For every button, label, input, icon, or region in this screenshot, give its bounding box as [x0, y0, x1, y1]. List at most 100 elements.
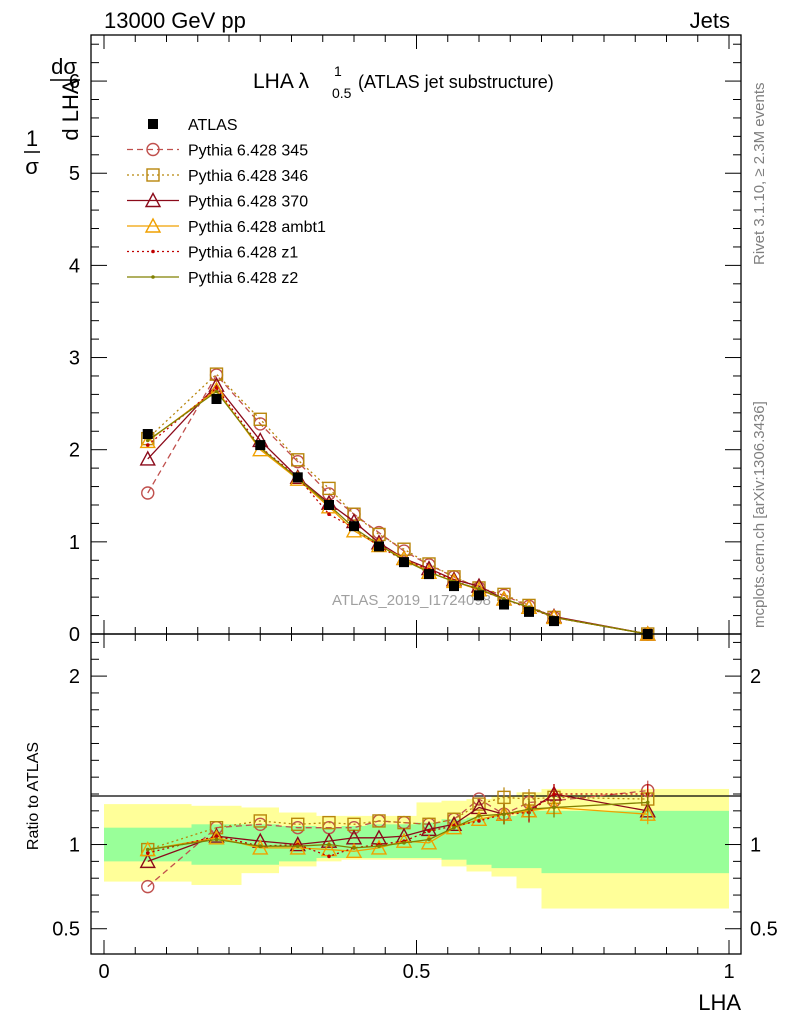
main-ytick-label: 4	[69, 255, 80, 277]
svg-text:0.5: 0.5	[332, 85, 352, 101]
square-marker	[322, 815, 336, 830]
triangle-marker	[420, 834, 438, 850]
atlas-data-point	[142, 429, 153, 440]
triangle-marker	[395, 832, 413, 848]
ratio-ylabel: Ratio to ATLAS	[25, 742, 42, 850]
ratio-ytick-label: 1	[69, 835, 80, 857]
triangle-marker	[639, 805, 656, 821]
square-marker	[209, 367, 224, 381]
legend-label: Pythia 6.428 346	[188, 168, 308, 185]
main-ytick-label: 2	[69, 440, 80, 462]
dot-marker	[402, 841, 406, 845]
triangle-marker	[370, 839, 388, 855]
square-marker	[372, 527, 386, 542]
triangle-marker	[252, 839, 269, 855]
x-axis-label: LHA	[698, 990, 741, 1015]
svg-text:σ: σ	[25, 154, 39, 179]
svg-text:LHA λ: LHA λ	[253, 70, 310, 93]
triangle-marker	[470, 810, 488, 826]
dot-marker	[295, 844, 300, 849]
atlas-data-point	[148, 119, 158, 129]
legend-entry: Pythia 6.428 345	[127, 143, 308, 160]
square-marker	[291, 817, 305, 832]
analysis-watermark: ATLAS_2019_I1724098	[332, 592, 491, 609]
dot-marker	[477, 587, 481, 591]
dot-marker	[427, 837, 431, 842]
ratio-series-5	[145, 792, 650, 852]
ratio-xtick-label: 1	[723, 961, 734, 983]
dot-marker	[145, 443, 150, 447]
dot-marker	[352, 846, 356, 850]
atlas-data-point	[211, 394, 222, 405]
svg-text:d LHA: d LHA	[58, 79, 83, 140]
legend-label: Pythia 6.428 345	[188, 143, 308, 160]
legend-entry: Pythia 6.428 370	[127, 192, 308, 211]
dot-marker	[214, 834, 219, 838]
square-marker	[146, 168, 160, 182]
triangle-marker	[445, 819, 463, 835]
atlas-data-point	[449, 581, 459, 592]
atlas-data-point	[524, 606, 534, 617]
dot-marker	[214, 837, 219, 842]
atlas-data-point	[424, 569, 434, 580]
ratio-xtick-label: 0	[98, 961, 109, 983]
dot-marker	[327, 854, 331, 859]
triangle-marker	[208, 827, 225, 843]
legend-entry: Pythia 6.428 z2	[127, 270, 298, 287]
dot-marker	[214, 389, 219, 394]
ratio-ytick-label: 2	[69, 666, 80, 688]
atlas-data-point	[349, 521, 359, 532]
dot-marker	[527, 807, 531, 811]
atlas-data-point	[499, 599, 509, 610]
triangle-marker	[320, 832, 338, 848]
rivet-label: Rivet 3.1.10, ≥ 2.3M events	[751, 83, 768, 266]
svg-text:1: 1	[334, 63, 342, 79]
square-marker	[347, 507, 361, 521]
legend-label: Pythia 6.428 ambt1	[188, 219, 326, 236]
square-marker	[397, 542, 411, 556]
circle-marker	[146, 142, 160, 157]
triangle-marker	[139, 432, 156, 449]
dot-marker	[645, 800, 650, 805]
ratio-xtick-label: 0.5	[403, 961, 431, 983]
main-ytick-label: 0	[69, 624, 80, 646]
legend-entry: Pythia 6.428 ambt1	[127, 217, 326, 236]
legend-label: Pythia 6.428 z1	[188, 245, 298, 262]
legend-label: ATLAS	[188, 117, 238, 134]
chart-title: LHA λ 1 0.5 (ATLAS jet substructure)	[253, 63, 554, 101]
triangle-marker	[208, 829, 225, 845]
category-label: Jets	[690, 8, 730, 33]
legend-entry: Pythia 6.428 346	[127, 168, 308, 185]
main-ytick-label: 1	[69, 532, 80, 554]
ratio-series-line	[147, 796, 648, 851]
dot-marker	[377, 844, 381, 849]
dot-marker	[145, 847, 150, 852]
atlas-data-point	[374, 541, 384, 552]
dot-marker	[427, 829, 431, 833]
main-ytick-label: 6	[69, 71, 80, 93]
square-marker	[291, 453, 305, 467]
atlas-data-point	[549, 616, 559, 627]
svg-text:dσ: dσ	[51, 54, 77, 79]
legend-entry: ATLAS	[148, 117, 238, 134]
dot-marker	[477, 814, 481, 818]
atlas-data-point	[324, 499, 334, 510]
dot-marker	[327, 512, 331, 516]
circle-marker	[141, 879, 155, 894]
legend-label: Pythia 6.428 z2	[188, 270, 298, 287]
dot-marker	[552, 792, 556, 796]
dot-marker	[214, 386, 219, 390]
circle-marker	[141, 486, 155, 500]
ratio-ytick-label-right: 0.5	[750, 919, 778, 941]
ratio-ytick-label-right: 2	[750, 666, 761, 688]
legend-label: Pythia 6.428 370	[188, 194, 308, 211]
atlas-data-point	[474, 590, 484, 601]
square-marker	[472, 797, 486, 811]
triangle-marker	[345, 842, 363, 858]
ratio-ytick-label: 0.5	[52, 919, 80, 941]
triangle-marker	[144, 217, 162, 233]
dot-marker	[502, 812, 506, 817]
main-ylabel: 1 σ dσ d LHA	[24, 54, 83, 179]
square-marker	[372, 814, 386, 828]
